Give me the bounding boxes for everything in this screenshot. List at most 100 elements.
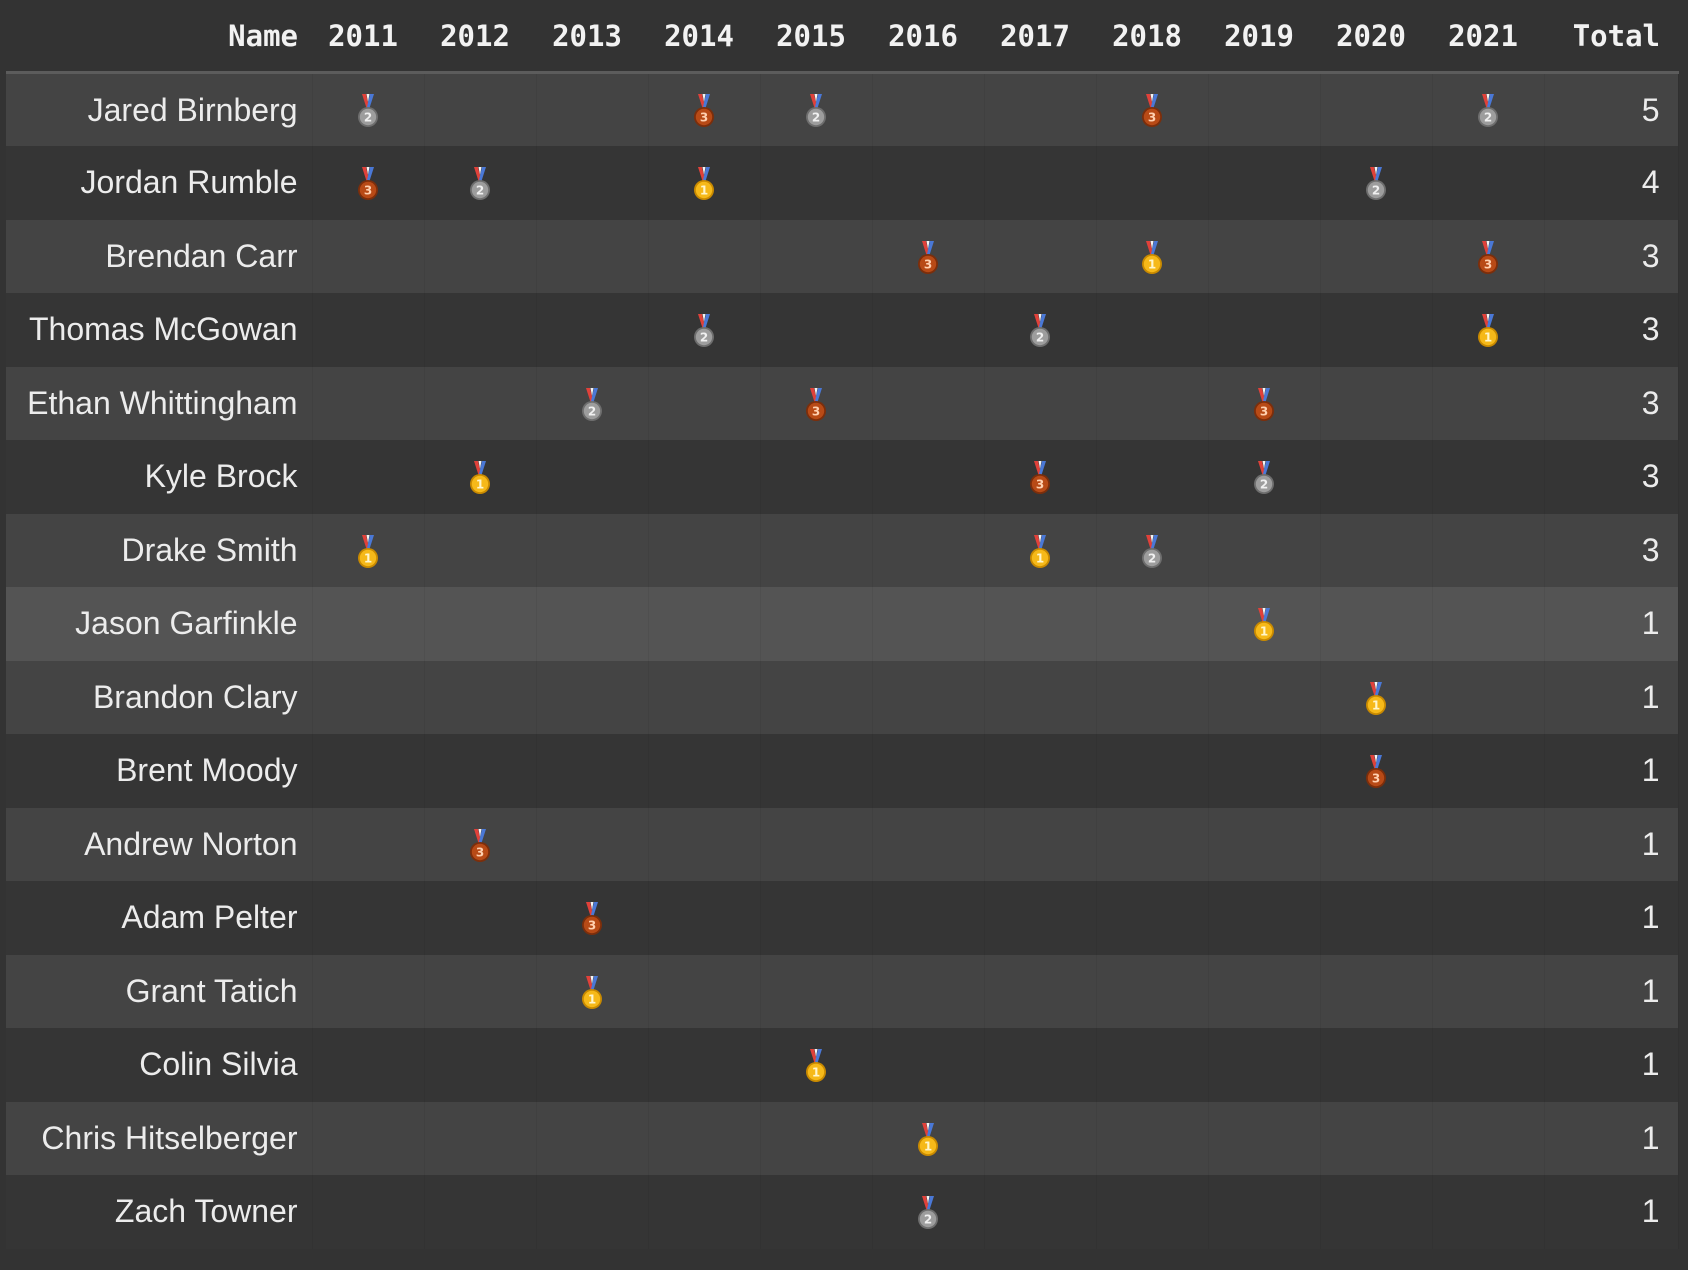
table-row[interactable]: Adam Pelter 3 1 bbox=[6, 881, 1679, 955]
column-header-2019[interactable]: 2019 bbox=[1208, 0, 1320, 74]
medal-cell-2015 bbox=[760, 219, 873, 293]
player-name-cell: Jared Birnberg bbox=[6, 72, 313, 146]
medal-cell-2018 bbox=[1096, 734, 1209, 808]
medal-cell-2016 bbox=[872, 293, 985, 367]
table-row[interactable]: Jared Birnberg 2 3 2 3 2 5 bbox=[6, 72, 1679, 146]
table-row[interactable]: Grant Tatich 1 1 bbox=[6, 954, 1679, 1028]
medal-cell-2016 bbox=[872, 440, 985, 514]
medal-table: Name 2011 2012 2013 2014 2015 2016 2017 … bbox=[6, 0, 1679, 1249]
gold-medal-icon: 1 bbox=[918, 1122, 938, 1156]
medal-cell-2018 bbox=[1096, 1101, 1209, 1175]
medal-cell-2020 bbox=[1320, 954, 1433, 1028]
table-row[interactable]: Colin Silvia 1 1 bbox=[6, 1028, 1679, 1102]
medal-cell-2021 bbox=[1432, 807, 1545, 881]
medal-cell-2015: 2 bbox=[760, 72, 873, 146]
medal-cell-2013: 2 bbox=[536, 366, 649, 440]
total-cell: 5 bbox=[1544, 72, 1679, 146]
column-header-2013[interactable]: 2013 bbox=[536, 0, 648, 74]
column-header-2015[interactable]: 2015 bbox=[760, 0, 872, 74]
medal-rank-label: 1 bbox=[924, 1139, 932, 1153]
medal-cell-2016 bbox=[872, 72, 985, 146]
table-row[interactable]: Brent Moody 3 1 bbox=[6, 734, 1679, 808]
table-row[interactable]: Kyle Brock 1 3 2 3 bbox=[6, 440, 1679, 514]
table-row[interactable]: Drake Smith 1 1 2 3 bbox=[6, 513, 1679, 587]
medal-cell-2012 bbox=[424, 219, 537, 293]
player-name-cell: Brandon Clary bbox=[6, 660, 313, 734]
silver-medal-icon: 2 bbox=[1030, 314, 1050, 348]
medal-rank-label: 2 bbox=[1372, 184, 1380, 198]
medal-cell-2016 bbox=[872, 1028, 985, 1102]
medal-cell-2014 bbox=[648, 513, 761, 587]
medal-cell-2019 bbox=[1208, 293, 1321, 367]
player-name-cell: Colin Silvia bbox=[6, 1028, 313, 1102]
medal-cell-2013 bbox=[536, 440, 649, 514]
medal-cell-2011 bbox=[312, 1101, 425, 1175]
gold-medal-icon: 1 bbox=[358, 534, 378, 568]
table-row[interactable]: Thomas McGowan 2 2 1 3 bbox=[6, 293, 1679, 367]
medal-cell-2018 bbox=[1096, 1175, 1209, 1249]
table-row[interactable]: Andrew Norton 3 1 bbox=[6, 807, 1679, 881]
medal-cell-2017: 3 bbox=[984, 440, 1097, 514]
silver-medal-icon: 2 bbox=[358, 94, 378, 128]
medal-cell-2016 bbox=[872, 366, 985, 440]
table-row[interactable]: Ethan Whittingham 2 3 3 3 bbox=[6, 366, 1679, 440]
medal-cell-2011: 3 bbox=[312, 146, 425, 220]
medal-cell-2014 bbox=[648, 219, 761, 293]
medal-cell-2021 bbox=[1432, 954, 1545, 1028]
medal-cell-2013 bbox=[536, 146, 649, 220]
medal-cell-2019 bbox=[1208, 1028, 1321, 1102]
column-header-2011[interactable]: 2011 bbox=[312, 0, 424, 74]
table-row[interactable]: Brandon Clary 1 1 bbox=[6, 660, 1679, 734]
medal-cell-2012 bbox=[424, 954, 537, 1028]
medal-cell-2011 bbox=[312, 734, 425, 808]
medal-cell-2012 bbox=[424, 1101, 537, 1175]
medal-rank-label: 3 bbox=[364, 184, 372, 198]
medal-cell-2015 bbox=[760, 440, 873, 514]
medal-cell-2012 bbox=[424, 734, 537, 808]
medal-cell-2017 bbox=[984, 954, 1097, 1028]
medal-cell-2012 bbox=[424, 1028, 537, 1102]
medal-cell-2018 bbox=[1096, 366, 1209, 440]
column-header-2018[interactable]: 2018 bbox=[1096, 0, 1208, 74]
table-row[interactable]: Brendan Carr 3 1 3 3 bbox=[6, 219, 1679, 293]
column-header-2012[interactable]: 2012 bbox=[424, 0, 536, 74]
table-row[interactable]: Zach Towner 2 1 bbox=[6, 1175, 1679, 1249]
medal-rank-label: 1 bbox=[812, 1066, 820, 1080]
medal-cell-2021 bbox=[1432, 1175, 1545, 1249]
medal-cell-2017 bbox=[984, 72, 1097, 146]
medal-cell-2020 bbox=[1320, 293, 1433, 367]
total-cell: 1 bbox=[1544, 807, 1679, 881]
medal-cell-2012: 3 bbox=[424, 807, 537, 881]
table-row[interactable]: Jordan Rumble 3 2 1 2 4 bbox=[6, 146, 1679, 220]
medal-rank-label: 1 bbox=[364, 551, 372, 565]
medal-cell-2016 bbox=[872, 587, 985, 661]
medal-cell-2019 bbox=[1208, 734, 1321, 808]
column-header-2014[interactable]: 2014 bbox=[648, 0, 760, 74]
table-row[interactable]: Jason Garfinkle 1 1 bbox=[6, 587, 1679, 661]
column-header-total[interactable]: Total bbox=[1544, 0, 1678, 74]
medal-cell-2017 bbox=[984, 1028, 1097, 1102]
column-header-name[interactable]: Name bbox=[6, 0, 312, 74]
medal-cell-2021 bbox=[1432, 513, 1545, 587]
column-header-2020[interactable]: 2020 bbox=[1320, 0, 1432, 74]
medal-cell-2012: 2 bbox=[424, 146, 537, 220]
gold-medal-icon: 1 bbox=[1030, 534, 1050, 568]
medal-cell-2020 bbox=[1320, 1028, 1433, 1102]
medal-cell-2015 bbox=[760, 1101, 873, 1175]
medal-cell-2014 bbox=[648, 366, 761, 440]
medal-cell-2011 bbox=[312, 366, 425, 440]
bronze-medal-icon: 3 bbox=[1254, 387, 1274, 421]
bronze-medal-icon: 3 bbox=[582, 902, 602, 936]
column-header-2017[interactable]: 2017 bbox=[984, 0, 1096, 74]
medal-cell-2014 bbox=[648, 440, 761, 514]
header-row: Name 2011 2012 2013 2014 2015 2016 2017 … bbox=[6, 0, 1678, 74]
column-header-2016[interactable]: 2016 bbox=[872, 0, 984, 74]
column-header-2021[interactable]: 2021 bbox=[1432, 0, 1544, 74]
medal-cell-2016 bbox=[872, 734, 985, 808]
medal-cell-2014: 3 bbox=[648, 72, 761, 146]
medal-cell-2017 bbox=[984, 587, 1097, 661]
table-row[interactable]: Chris Hitselberger 1 1 bbox=[6, 1101, 1679, 1175]
medal-cell-2020 bbox=[1320, 1101, 1433, 1175]
total-cell: 1 bbox=[1544, 881, 1679, 955]
medal-rank-label: 3 bbox=[1372, 772, 1380, 786]
